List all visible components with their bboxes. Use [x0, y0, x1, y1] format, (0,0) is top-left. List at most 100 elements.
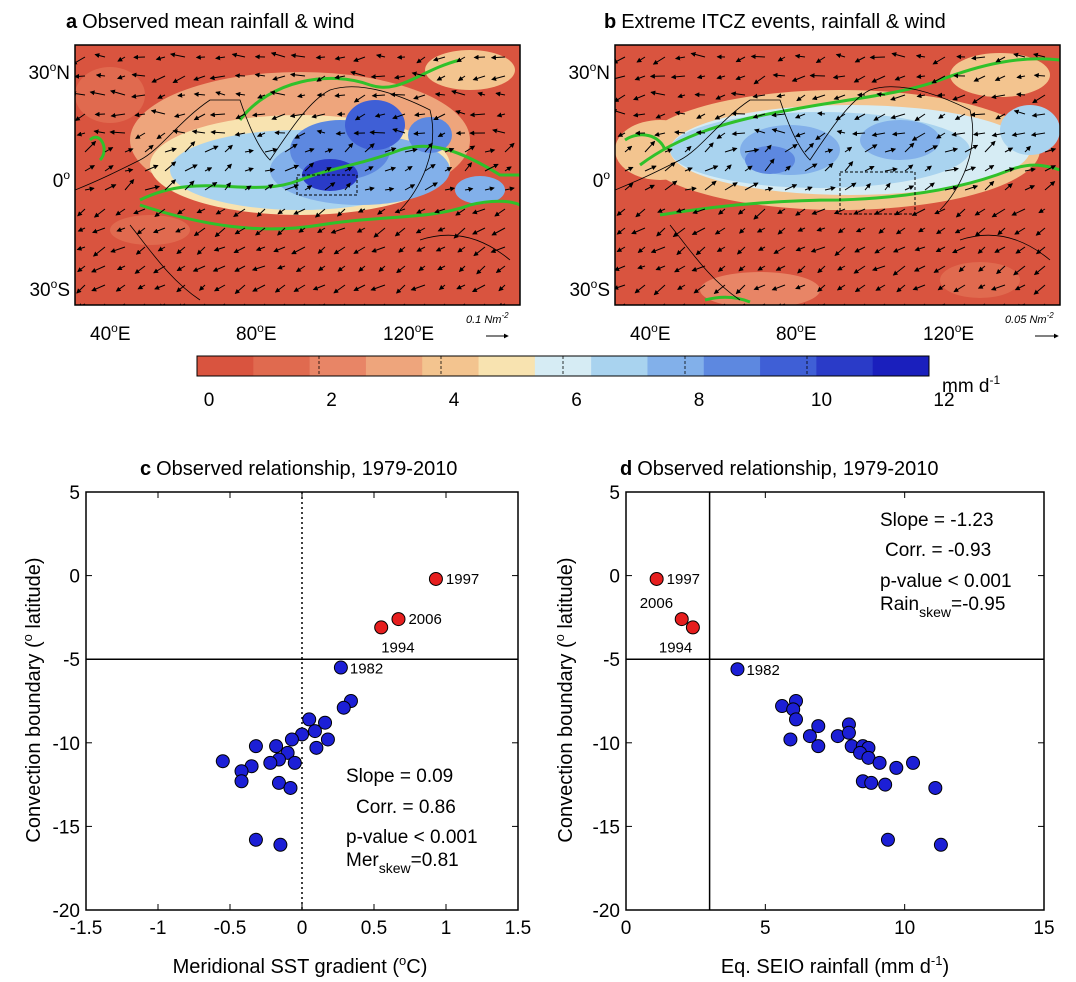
wind-vector — [656, 227, 666, 237]
wind-vector — [664, 161, 676, 172]
wind-vector — [404, 184, 416, 191]
extreme-point-1997 — [649, 571, 664, 586]
wind-vector — [392, 128, 406, 134]
wind-vector — [944, 166, 959, 172]
wind-vector — [131, 72, 146, 78]
wind-vector — [254, 72, 266, 78]
wind-vector — [116, 265, 126, 271]
wind-vector — [184, 180, 195, 191]
wind-vector — [432, 56, 446, 62]
wind-vector — [913, 265, 926, 272]
wind-vector — [235, 113, 246, 119]
wind-vector — [815, 132, 826, 141]
wind-vector — [264, 167, 276, 173]
wind-vector — [784, 184, 798, 191]
y-tick-label: -20 — [593, 901, 620, 922]
wind-vector — [636, 56, 646, 63]
wind-vector — [384, 186, 395, 192]
x-tick-label: 10 — [894, 918, 915, 939]
wind-vector — [704, 142, 714, 153]
wind-vector — [876, 92, 886, 97]
wind-vector — [716, 132, 726, 139]
wind-vector — [377, 208, 386, 215]
wind-vector — [716, 74, 726, 80]
lon-label-120e: 120oE — [383, 321, 434, 345]
wind-vector — [418, 265, 426, 272]
wind-vector — [835, 113, 846, 121]
wind-vector — [853, 265, 866, 274]
wind-vector — [616, 246, 626, 253]
wind-vector — [874, 208, 886, 215]
wind-vector — [370, 284, 386, 291]
wind-vector — [77, 227, 86, 232]
wind-vector — [256, 132, 266, 137]
wind-vector — [684, 145, 692, 153]
wind-vector — [731, 131, 746, 137]
data-point — [811, 719, 826, 734]
wind-vector — [150, 109, 166, 115]
wind-vector — [334, 74, 346, 80]
wind-vector — [316, 129, 326, 135]
wind-vector — [334, 55, 346, 61]
y-tick-label: -5 — [63, 650, 80, 671]
wind-vector — [172, 75, 186, 84]
wind-vector — [977, 284, 986, 289]
wind-vector — [684, 186, 697, 192]
data-point — [284, 732, 299, 747]
wind-vector — [771, 284, 786, 291]
wind-vector — [772, 72, 786, 78]
wind-vector — [811, 94, 826, 101]
wind-vector — [756, 227, 766, 233]
wind-vector — [894, 75, 906, 81]
wind-vector — [95, 73, 106, 78]
wind-vector — [632, 112, 646, 118]
wind-vector — [274, 284, 286, 293]
wind-vector — [371, 246, 386, 253]
wind-vector — [277, 264, 286, 270]
data-point — [307, 724, 322, 739]
wind-vector — [738, 265, 746, 272]
wind-vector — [77, 208, 86, 217]
wind-vector — [644, 165, 657, 172]
wind-vector — [650, 90, 666, 96]
wind-vector — [492, 128, 506, 134]
wind-vector — [364, 186, 375, 192]
wind-vector — [210, 129, 226, 135]
wind-vector — [212, 265, 226, 272]
wind-vector — [110, 246, 126, 253]
wind-vector — [298, 227, 306, 233]
wind-vector — [491, 75, 506, 81]
wind-vector — [952, 94, 966, 101]
wind-vector — [490, 54, 506, 60]
wind-vector — [784, 165, 791, 172]
wind-vector — [156, 132, 166, 140]
lon-label-40e: 40oE — [90, 321, 131, 345]
wind-vector — [670, 74, 686, 80]
wind-vector — [784, 144, 798, 153]
data-point — [928, 780, 943, 795]
data-point — [864, 775, 879, 790]
wind-vector — [91, 265, 106, 273]
wind-vector — [135, 246, 146, 255]
wind-vector — [369, 129, 386, 135]
wind-vector — [444, 167, 453, 172]
lon-label-120e: 120oE — [923, 321, 974, 345]
wind-vector — [1016, 92, 1026, 98]
wind-vector — [364, 166, 374, 172]
x-tick-label: 15 — [1033, 918, 1054, 939]
wind-vector — [93, 208, 106, 218]
wind-vector — [424, 142, 433, 153]
wind-vector — [234, 131, 246, 137]
wind-vector — [396, 265, 406, 274]
extreme-point-1994 — [374, 620, 389, 635]
wind-vector — [1032, 52, 1046, 58]
wind-vector — [214, 227, 226, 238]
panel-b-title: b Extreme ITCZ events, rainfall & wind — [604, 11, 946, 33]
panel-a-rainfall-field — [75, 45, 520, 305]
wind-vector — [944, 147, 959, 153]
wind-vector — [115, 284, 126, 292]
wind-vector — [972, 94, 986, 104]
wind-vector — [844, 146, 853, 153]
wind-vector — [791, 75, 806, 82]
wind-vector — [777, 208, 786, 215]
